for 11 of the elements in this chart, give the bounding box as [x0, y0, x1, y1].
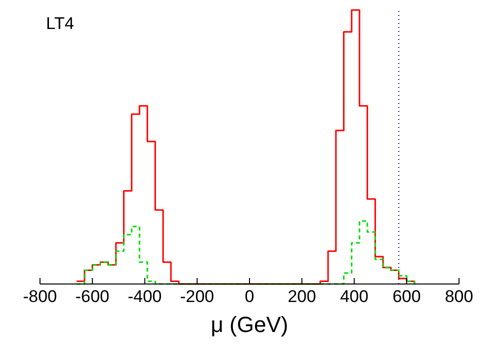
x-tick-label: 400 — [340, 287, 368, 306]
x-tick-label: 200 — [288, 287, 316, 306]
annotation: LT4 — [46, 14, 74, 34]
x-tick-label: 0 — [244, 287, 254, 306]
x-axis-title: μ (GeV) — [210, 312, 290, 338]
x-tick-label: -400 — [128, 287, 162, 306]
x-tick-label: -200 — [180, 287, 214, 306]
x-tick-label: 800 — [444, 287, 474, 306]
x-tick-label: -600 — [75, 287, 110, 306]
x-tick-label: 600 — [392, 287, 421, 306]
x-tick-label: -800 — [22, 287, 58, 306]
